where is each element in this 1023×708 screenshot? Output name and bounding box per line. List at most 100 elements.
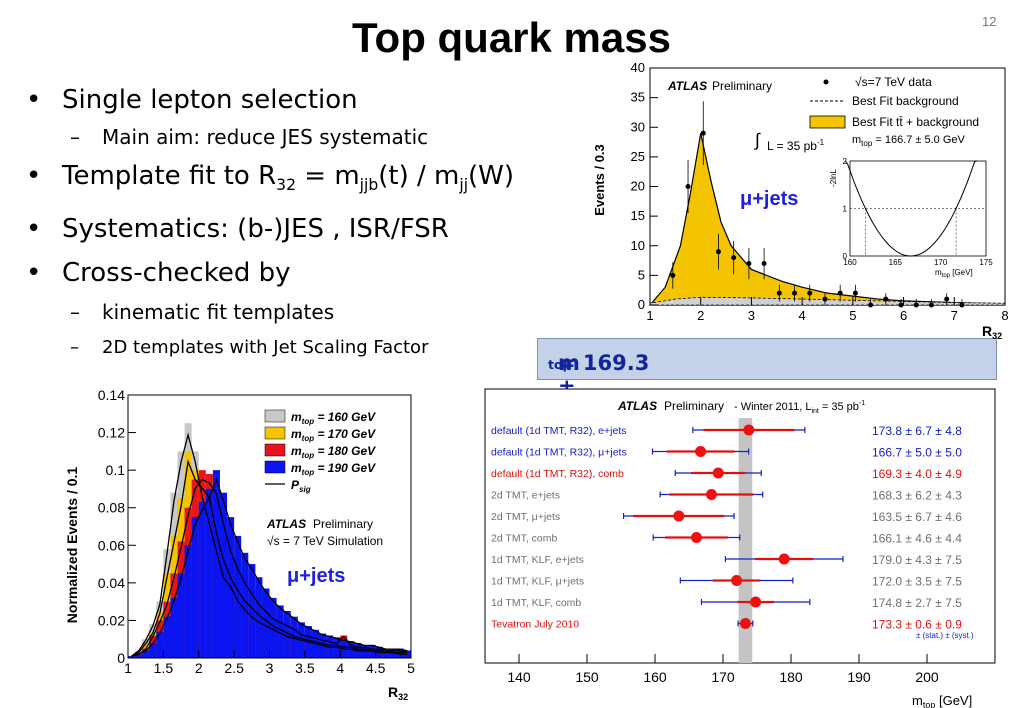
x-tick-label: 2 bbox=[195, 660, 203, 676]
histogram-bar bbox=[382, 648, 390, 658]
x-tick-label: 4.5 bbox=[366, 660, 386, 676]
pdf-curve bbox=[131, 432, 408, 657]
x-tick-label: 3.5 bbox=[295, 660, 315, 676]
data-point bbox=[731, 255, 737, 261]
atlas-status: Preliminary bbox=[313, 517, 373, 531]
y-tick-label: 0.12 bbox=[98, 425, 125, 441]
row-value: 174.8 ± 2.7 ± 7.5 bbox=[872, 596, 962, 610]
slide-title: Top quark mass bbox=[352, 14, 671, 61]
measurement-point bbox=[750, 596, 762, 608]
y-tick-label: 5 bbox=[638, 267, 645, 282]
y-tick-label: 40 bbox=[631, 60, 645, 75]
y-tick-label: 0 bbox=[638, 297, 645, 312]
legend-mtop-label: mtop = 166.7 ± 5.0 GeV bbox=[852, 134, 966, 148]
inset-y-label: -2lnL bbox=[829, 169, 838, 187]
legend-fit-label: Best Fit tt̄ + background bbox=[852, 115, 979, 129]
y-tick-label: 25 bbox=[631, 149, 645, 164]
row-value: 179.0 ± 4.3 ± 7.5 bbox=[872, 553, 962, 567]
simulation-label: √s = 7 TeV Simulation bbox=[267, 534, 383, 548]
result-box: mtop = 169.3 ± 4.0(stat) ± 4.9(syst) GeV bbox=[537, 338, 997, 495]
histogram-bar bbox=[128, 656, 136, 658]
signal-fit-area bbox=[648, 133, 1006, 306]
channel-label: μ+jets bbox=[287, 565, 345, 587]
data-point bbox=[746, 261, 752, 267]
bullet-list: Single lepton selection Main aim: reduce… bbox=[26, 85, 546, 360]
data-point bbox=[868, 302, 874, 308]
legend-data-label: √s=7 TeV data bbox=[855, 75, 932, 89]
pdf-curve bbox=[131, 478, 408, 657]
y-tick-label: 0.1 bbox=[106, 462, 126, 478]
histogram-bar bbox=[205, 488, 213, 658]
sub-bullet-item: kinematic fit templates bbox=[26, 300, 546, 324]
data-point bbox=[792, 290, 798, 296]
row-label: 1d TMT, KLF, μ+jets bbox=[491, 576, 584, 588]
row-value: 163.5 ± 6.7 ± 4.6 bbox=[872, 510, 962, 524]
x-tick-label: 1 bbox=[646, 308, 653, 323]
pdf-curve bbox=[131, 459, 408, 657]
bullet-text: Single lepton selection bbox=[62, 85, 358, 115]
data-point bbox=[715, 249, 721, 255]
bullet-item: Cross-checked by bbox=[26, 258, 546, 288]
atlas-status: Preliminary bbox=[712, 79, 772, 93]
data-point bbox=[959, 302, 965, 308]
integral-sign: ∫ bbox=[753, 130, 761, 150]
x-axis-label: R32 bbox=[982, 323, 1002, 340]
legend-label: mtop = 180 GeV bbox=[291, 444, 376, 460]
histogram-bar bbox=[290, 616, 298, 658]
bullet-item: Single lepton selection bbox=[26, 85, 546, 115]
legend-swatch bbox=[264, 460, 286, 474]
legend-label: mtop = 190 GeV bbox=[291, 461, 376, 477]
y-axis-label: Events / 0.3 bbox=[592, 144, 607, 216]
row-label: default (1d TMT, R32), comb bbox=[491, 468, 624, 480]
histogram-bar bbox=[198, 502, 206, 658]
x-tick-label: 170 bbox=[711, 669, 735, 685]
data-point bbox=[898, 302, 904, 308]
page-number: 12 bbox=[982, 14, 997, 29]
legend-data-marker bbox=[823, 79, 829, 85]
legend-bkg-label: Best Fit background bbox=[852, 94, 959, 108]
row-value: 172.0 ± 3.5 ± 7.5 bbox=[872, 575, 962, 589]
x-tick-label: 1 bbox=[124, 660, 132, 676]
inset-x-tick-label: 165 bbox=[889, 258, 903, 267]
y-tick-label: 15 bbox=[631, 208, 645, 223]
histogram-bar bbox=[142, 650, 150, 658]
summary-header: - Winter 2011, Lint = 35 pb-1 bbox=[734, 400, 865, 415]
y-tick-label: 10 bbox=[631, 238, 645, 253]
sub-bullet-item: 2D templates with Jet Scaling Factor bbox=[26, 336, 546, 360]
measurement-point bbox=[743, 424, 755, 436]
histogram-bar bbox=[262, 588, 270, 658]
atlas-label: ATLAS bbox=[667, 79, 707, 93]
data-point bbox=[761, 261, 767, 267]
y-tick-label: 0 bbox=[117, 650, 125, 666]
inset-y-tick-label: 0 bbox=[843, 252, 848, 261]
data-point bbox=[700, 130, 706, 136]
x-tick-label: 7 bbox=[951, 308, 958, 323]
legend-swatch bbox=[264, 426, 286, 440]
y-tick-label: 30 bbox=[631, 119, 645, 134]
row-label: 1d TMT, KLF, e+jets bbox=[491, 554, 584, 566]
row-value: 169.3 ± 4.0 ± 4.9 bbox=[872, 467, 962, 481]
x-tick-label: 180 bbox=[779, 669, 803, 685]
histogram-bar bbox=[177, 573, 185, 658]
data-point bbox=[837, 290, 843, 296]
x-axis-label: mtop [GeV] bbox=[912, 693, 972, 708]
x-tick-label: 6 bbox=[900, 308, 907, 323]
pdf-curve bbox=[131, 477, 408, 657]
data-point bbox=[852, 290, 858, 296]
result-text: mtop = 169.3 ± 4.0(stat) ± 4.9(syst) GeV bbox=[548, 351, 663, 495]
row-value: 166.7 ± 5.0 ± 5.0 bbox=[872, 446, 962, 460]
legend-swatch bbox=[264, 443, 286, 457]
lumi-label: L = 35 pb-1 bbox=[767, 138, 825, 153]
histogram-bar bbox=[283, 611, 291, 658]
row-label: 2d TMT, μ+jets bbox=[491, 511, 560, 523]
row-value: 168.3 ± 6.2 ± 4.3 bbox=[872, 489, 962, 503]
bullet-item: Systematics: (b-)JES , ISR/FSR bbox=[26, 214, 546, 244]
likelihood-curve bbox=[845, 160, 978, 257]
footnote: ± (stat.) ± (syst.) bbox=[916, 631, 974, 640]
bullet-text: Cross-checked by bbox=[62, 258, 291, 289]
y-tick-label: 0.02 bbox=[98, 612, 125, 628]
sub-bullet-text: Main aim: reduce JES systematic bbox=[102, 125, 429, 149]
x-tick-label: 2.5 bbox=[224, 660, 244, 676]
inset-x-tick-label: 175 bbox=[979, 258, 993, 267]
